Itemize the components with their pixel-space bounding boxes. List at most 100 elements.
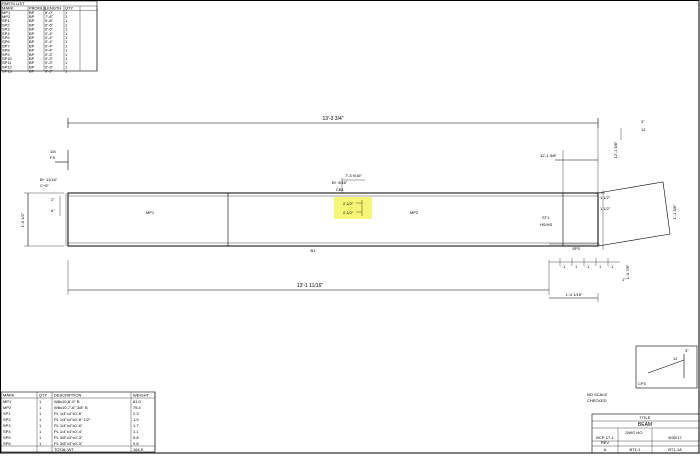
- right-top-dim: 12'-1 5/8": [540, 153, 557, 158]
- bom-cell: PL 1/4"x4"x0'-8": [54, 411, 83, 416]
- tick-label: 1: [587, 264, 590, 269]
- bom-header-cell: QTY: [39, 393, 48, 398]
- parts-cell: BP: [29, 56, 35, 61]
- bom-cell: MP1: [3, 399, 12, 404]
- tick-label: 1: [599, 264, 602, 269]
- parts-cell: 0'-4": [45, 48, 54, 53]
- title-date: 8/30/17: [668, 435, 682, 440]
- bom-header-cell: WEIGHT: [133, 393, 150, 398]
- title-text: BEAM: [638, 422, 652, 428]
- title-sheet-alt: BT1-1A: [668, 447, 682, 452]
- label-b1: B1: [311, 248, 317, 253]
- parts-cell: BP: [29, 64, 35, 69]
- overall-top-dim: 13'-3 3/4": [322, 116, 343, 122]
- parts-cell: 1: [65, 52, 68, 57]
- parts-cell: SP9: [2, 52, 10, 57]
- bom-cell: MP2: [3, 405, 12, 410]
- label-mp2: MP2: [410, 210, 419, 215]
- parts-cell: 0'-4": [45, 39, 54, 44]
- parts-table-title: PARTS LIST: [2, 1, 25, 6]
- parts-cell: 1: [65, 18, 68, 23]
- parts-cell: 1: [65, 31, 68, 36]
- parts-cell: 0'-6": [45, 27, 54, 32]
- left-small-1: 2": [51, 197, 55, 202]
- parts-cell: SP2: [2, 22, 10, 27]
- detail-note-2: 12: [673, 356, 678, 361]
- right-vertical-dim: 12'-1 5/8": [613, 141, 618, 158]
- bom-row: SP1 1 PL 1/4"x4"x0'-8" 2.3: [3, 411, 139, 416]
- bom-cell: 0.8: [133, 435, 139, 440]
- right-angle-2: 12: [641, 127, 646, 132]
- bom-cell: 81.0: [133, 399, 142, 404]
- parts-cell: SP3: [2, 27, 10, 32]
- parts-row: SP8 BP 0'-4" 1: [2, 48, 68, 53]
- parts-cell: SP5: [2, 35, 10, 40]
- bom-row: SP6 1 PL 3/8"x3"x0'-3" 0.8: [3, 441, 139, 446]
- bom-cell: W8x10-8'-0" B: [54, 399, 80, 404]
- parts-row: SP5 BP 0'-4" 1: [2, 35, 68, 40]
- end-plate: [597, 181, 671, 247]
- parts-cell: BP: [29, 31, 35, 36]
- highlight-line-1: 2 1/2": [343, 201, 354, 206]
- parts-cell: 1: [65, 48, 68, 53]
- bom-cell: 1: [39, 435, 42, 440]
- bom-row: SP2 1 PL 1/4"x4"x0'-6" 1/2" 1.9: [3, 417, 139, 422]
- highlight-line-2: 2 1/2": [343, 210, 354, 215]
- parts-cell: 1: [65, 22, 68, 27]
- parts-cell: 8'-0": [45, 10, 54, 15]
- mid-note-1: B+ 9/16": [332, 180, 348, 185]
- bom-cell: PL 1/4"x4"x0'-6": [54, 423, 83, 428]
- bom-cell: 2.3: [133, 411, 139, 416]
- parts-cell: 0'-2": [45, 69, 54, 74]
- parts-header-cell: LENGTH: [45, 6, 61, 11]
- parts-cell: 0'-6": [45, 22, 54, 27]
- beam-elevation: 13'-3 3/4" 1/8 FS B+ 11/16" C+5" MP1 MP2…: [20, 116, 677, 302]
- right-tick-row: 1 1 1 1 1: [559, 258, 614, 269]
- bom-cell: 1: [39, 399, 42, 404]
- parts-cell: 0'-4": [45, 35, 54, 40]
- left-small-2: 6": [51, 208, 55, 213]
- parts-row: SP4 BP 0'-4" 1: [2, 31, 68, 36]
- parts-cell: SP1: [2, 18, 10, 23]
- title-note-2: CHECKED: [587, 398, 607, 403]
- parts-cell: 0'-4": [45, 43, 54, 48]
- parts-cell: BP: [29, 39, 35, 44]
- title-dwg-label: DWG NO: [626, 430, 643, 435]
- left-note-2: FS: [50, 155, 55, 160]
- parts-row: SP10 BP 0'-3" 1: [2, 56, 68, 61]
- bom-cell: 1.7: [133, 423, 139, 428]
- bom-cell: PL 1/4"x4"x0'-4": [54, 429, 83, 434]
- bom-cell: 1.9: [133, 417, 139, 422]
- parts-cell: 0'-3": [45, 64, 54, 69]
- parts-cell: 1: [65, 56, 68, 61]
- parts-cell: 1: [65, 43, 68, 48]
- left-height-dim: 1'-0 1/2": [20, 212, 25, 227]
- parts-cell: 0'-3": [45, 60, 54, 65]
- bom-cell: PL 3/8"x3"x0'-3": [54, 435, 83, 440]
- left-note-1: 1/8: [50, 149, 56, 154]
- parts-cell: SP8: [2, 48, 10, 53]
- bom-cell: SP1: [3, 411, 11, 416]
- title-header: TITLE: [640, 415, 651, 420]
- parts-cell: 1: [65, 39, 68, 44]
- title-sheet: BT1-1: [630, 447, 642, 452]
- parts-cell: 7'-6": [45, 14, 54, 19]
- parts-row: SP7 BP 0'-4" 1: [2, 43, 68, 48]
- left-bevel-1: B+ 11/16": [40, 177, 58, 182]
- parts-row: SP2 BP 0'-6" 1: [2, 22, 68, 27]
- parts-row: SP1 BP 0'-8" 1: [2, 18, 68, 23]
- right-low-2: 1": [622, 277, 626, 282]
- right-small-1: 1 1/2": [600, 195, 611, 200]
- detail-box: CP3 3" 12: [635, 345, 698, 389]
- label-mp1: MP1: [146, 210, 155, 215]
- parts-row: SP13 BP 0'-2" 1: [2, 69, 68, 74]
- title-note-1: NO SCALE: [587, 392, 608, 397]
- bom-cell: 1.1: [133, 429, 139, 434]
- parts-cell: 1: [65, 10, 68, 15]
- parts-cell: BP: [29, 35, 35, 40]
- parts-cell: 1: [65, 27, 68, 32]
- parts-cell: SP13: [2, 69, 13, 74]
- parts-cell: BP: [29, 48, 35, 53]
